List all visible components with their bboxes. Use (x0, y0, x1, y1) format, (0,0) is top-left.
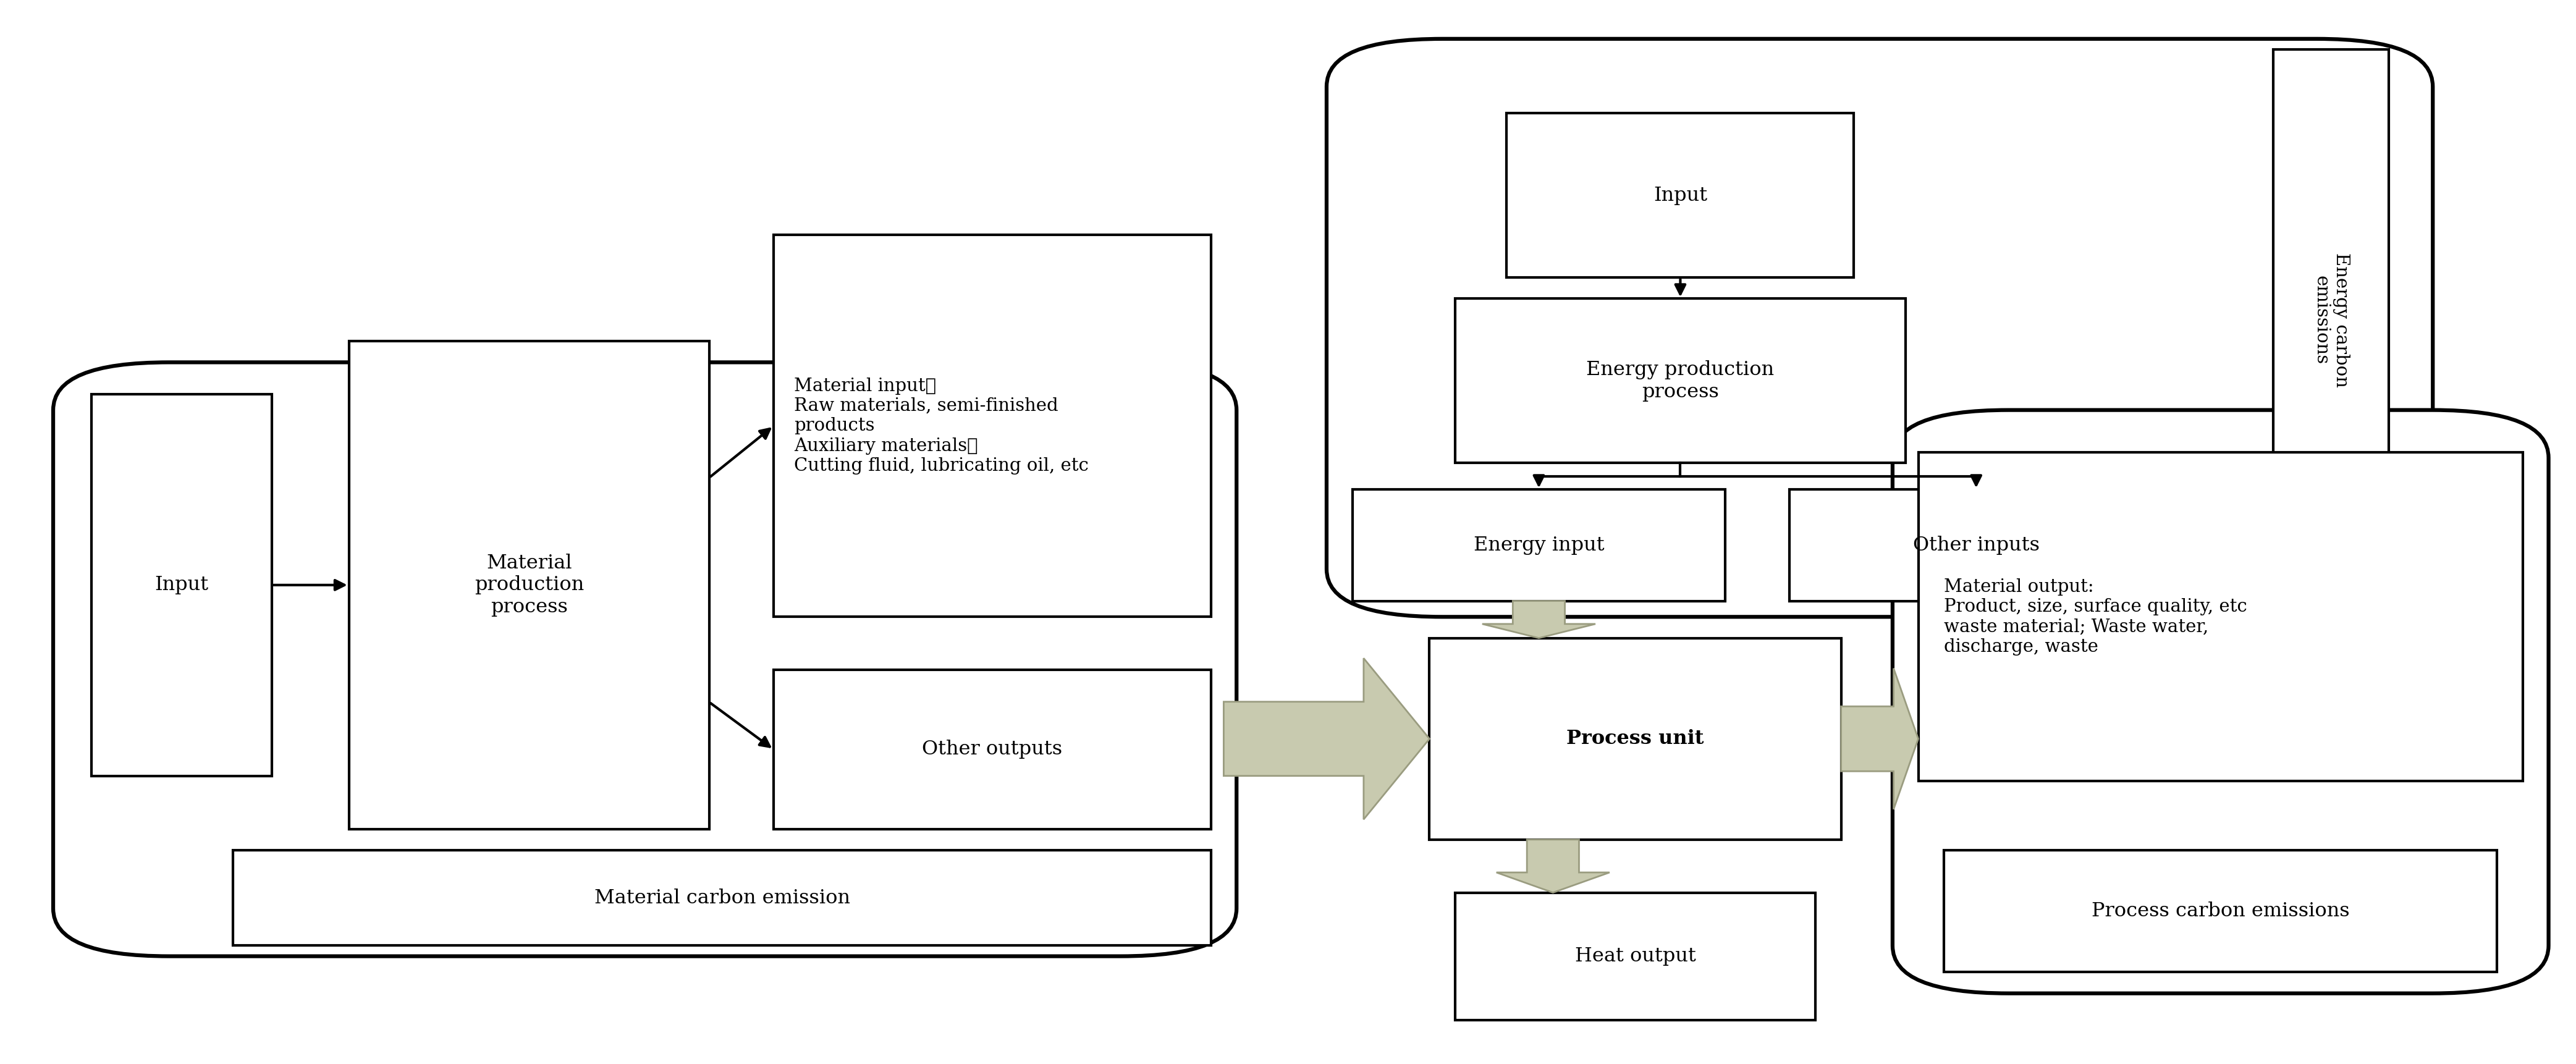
Text: Input: Input (155, 576, 209, 595)
Text: Energy input: Energy input (1473, 535, 1605, 554)
Text: Material
production
process: Material production process (474, 553, 585, 617)
Text: Material carbon emission: Material carbon emission (595, 888, 850, 908)
FancyBboxPatch shape (2272, 49, 2388, 591)
Text: Other outputs: Other outputs (922, 739, 1061, 759)
Text: Heat output: Heat output (1574, 947, 1695, 966)
Text: Energy production
process: Energy production process (1587, 361, 1775, 401)
FancyBboxPatch shape (1327, 39, 2432, 617)
FancyBboxPatch shape (1352, 489, 1726, 601)
Text: Process unit: Process unit (1566, 729, 1705, 748)
FancyBboxPatch shape (234, 850, 1211, 946)
FancyBboxPatch shape (54, 363, 1236, 957)
Polygon shape (1481, 601, 1595, 638)
FancyBboxPatch shape (1455, 299, 1906, 463)
FancyBboxPatch shape (1507, 113, 1855, 278)
Text: Material output:
Product, size, surface quality, etc
waste material; Waste water: Material output: Product, size, surface … (1945, 578, 2246, 655)
FancyBboxPatch shape (1790, 489, 2164, 601)
FancyBboxPatch shape (773, 670, 1211, 829)
FancyBboxPatch shape (1945, 850, 2496, 972)
FancyBboxPatch shape (1919, 452, 2522, 781)
FancyBboxPatch shape (1893, 410, 2548, 994)
Text: Material input：
Raw materials, semi-finished
products
Auxiliary materials：
Cutti: Material input： Raw materials, semi-fini… (793, 378, 1090, 475)
Polygon shape (1842, 668, 1919, 810)
Polygon shape (1497, 839, 1610, 893)
FancyBboxPatch shape (1430, 638, 1842, 839)
FancyBboxPatch shape (348, 342, 708, 829)
Polygon shape (1224, 659, 1430, 819)
Text: Process carbon emissions: Process carbon emissions (2092, 901, 2349, 920)
Text: Input: Input (1654, 186, 1708, 205)
FancyBboxPatch shape (1455, 893, 1816, 1020)
Text: Energy carbon
emissions: Energy carbon emissions (2313, 252, 2349, 387)
Text: Other inputs: Other inputs (1914, 535, 2040, 554)
FancyBboxPatch shape (773, 235, 1211, 617)
FancyBboxPatch shape (93, 394, 273, 776)
